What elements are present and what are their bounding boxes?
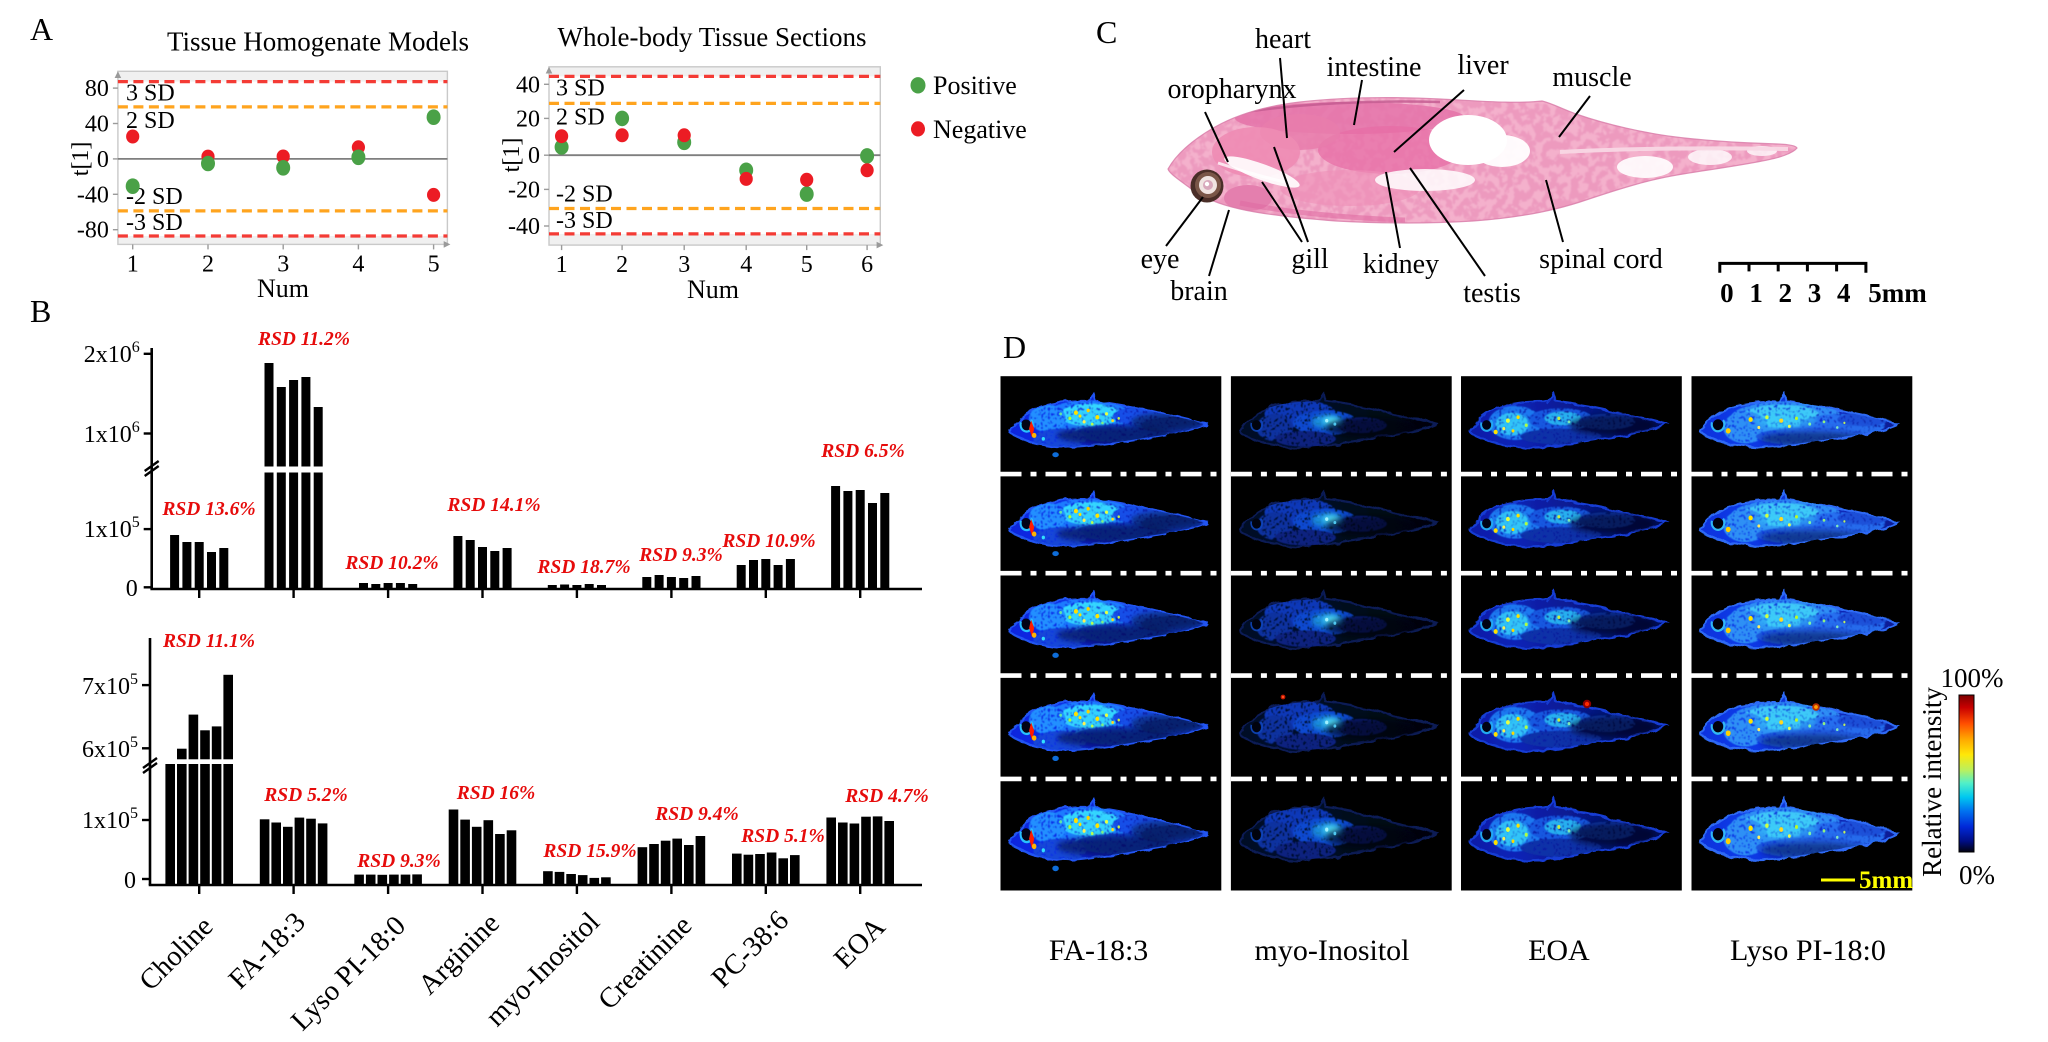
svg-text:0: 0 — [126, 576, 138, 602]
svg-text:2 SD: 2 SD — [126, 108, 175, 134]
svg-text:4: 4 — [1837, 278, 1851, 308]
svg-text:oropharynx: oropharynx — [1167, 74, 1296, 105]
svg-text:Relative intensity: Relative intensity — [1917, 687, 1947, 877]
svg-text:-3 SD: -3 SD — [126, 210, 183, 236]
svg-text:testis: testis — [1463, 278, 1521, 309]
svg-text:Whole-body Tissue Sections: Whole-body Tissue Sections — [557, 22, 866, 52]
svg-text:RSD 13.6%: RSD 13.6% — [161, 499, 255, 520]
svg-text:4: 4 — [352, 251, 364, 277]
svg-text:-3 SD: -3 SD — [556, 208, 613, 234]
svg-text:20: 20 — [516, 106, 540, 132]
svg-text:Negative: Negative — [933, 115, 1027, 144]
svg-text:Num: Num — [257, 274, 309, 303]
svg-text:0: 0 — [124, 868, 136, 894]
svg-text:D: D — [1003, 329, 1026, 365]
svg-text:5: 5 — [428, 251, 440, 277]
svg-text:Num: Num — [687, 275, 739, 304]
svg-text:RSD 9.4%: RSD 9.4% — [654, 804, 738, 825]
svg-text:RSD 5.1%: RSD 5.1% — [740, 826, 824, 847]
svg-text:Tissue Homogenate Models: Tissue Homogenate Models — [167, 26, 469, 56]
svg-text:spinal cord: spinal cord — [1539, 244, 1663, 275]
svg-text:0: 0 — [528, 143, 540, 169]
svg-text:1: 1 — [127, 251, 139, 277]
svg-text:1x105: 1x105 — [82, 805, 138, 834]
svg-text:80: 80 — [85, 76, 109, 102]
svg-text:myo-Inositol: myo-Inositol — [1255, 934, 1410, 967]
svg-text:3 SD: 3 SD — [556, 75, 605, 101]
svg-text:EOA: EOA — [1528, 934, 1590, 967]
svg-text:1x105: 1x105 — [84, 514, 140, 543]
svg-text:-20: -20 — [508, 177, 540, 203]
svg-text:heart: heart — [1255, 24, 1311, 55]
svg-text:7x105: 7x105 — [82, 671, 138, 700]
svg-text:2: 2 — [616, 252, 628, 278]
svg-text:3 SD: 3 SD — [126, 81, 175, 107]
svg-text:2x106: 2x106 — [84, 339, 140, 368]
svg-text:C: C — [1096, 14, 1117, 50]
svg-text:RSD 14.1%: RSD 14.1% — [446, 495, 540, 516]
svg-text:RSD 11.1%: RSD 11.1% — [162, 631, 255, 652]
svg-text:FA-18:3: FA-18:3 — [1049, 934, 1148, 967]
svg-text:-80: -80 — [77, 218, 109, 244]
svg-text:40: 40 — [85, 112, 109, 138]
svg-text:2: 2 — [1779, 278, 1793, 308]
svg-text:RSD 10.2%: RSD 10.2% — [344, 553, 438, 574]
svg-text:5mm: 5mm — [1859, 867, 1913, 894]
svg-text:-40: -40 — [77, 182, 109, 208]
svg-text:RSD 9.3%: RSD 9.3% — [356, 851, 440, 872]
svg-text:5mm: 5mm — [1868, 278, 1927, 308]
svg-text:1: 1 — [1749, 278, 1763, 308]
svg-text:5: 5 — [801, 252, 813, 278]
svg-text:4: 4 — [740, 252, 752, 278]
svg-text:RSD 5.2%: RSD 5.2% — [263, 785, 347, 806]
svg-text:40: 40 — [516, 72, 540, 98]
svg-text:-2 SD: -2 SD — [556, 182, 613, 208]
svg-text:brain: brain — [1170, 276, 1228, 307]
svg-text:3: 3 — [1808, 278, 1822, 308]
svg-text:A: A — [30, 11, 53, 47]
svg-text:6: 6 — [861, 252, 873, 278]
svg-text:Lyso PI-18:0: Lyso PI-18:0 — [1730, 934, 1886, 967]
svg-text:2: 2 — [202, 251, 214, 277]
svg-text:RSD 9.3%: RSD 9.3% — [638, 545, 722, 566]
svg-text:Positive: Positive — [933, 71, 1017, 100]
svg-text:liver: liver — [1457, 50, 1509, 81]
svg-text:RSD 10.9%: RSD 10.9% — [721, 531, 815, 552]
svg-text:muscle: muscle — [1552, 62, 1631, 93]
svg-text:3: 3 — [678, 252, 690, 278]
svg-text:6x105: 6x105 — [82, 734, 138, 763]
svg-text:gill: gill — [1291, 244, 1329, 275]
svg-text:-40: -40 — [508, 214, 540, 240]
svg-text:RSD 16%: RSD 16% — [456, 783, 536, 804]
svg-text:1x106: 1x106 — [84, 419, 140, 448]
svg-text:B: B — [30, 293, 51, 329]
svg-text:2 SD: 2 SD — [556, 104, 605, 130]
svg-text:RSD 15.9%: RSD 15.9% — [542, 841, 636, 862]
svg-text:RSD 18.7%: RSD 18.7% — [536, 557, 630, 578]
svg-text:RSD 4.7%: RSD 4.7% — [844, 786, 928, 807]
svg-text:3: 3 — [277, 251, 289, 277]
svg-text:t[1]: t[1] — [499, 138, 525, 173]
svg-text:100%: 100% — [1941, 663, 2004, 693]
svg-text:kidney: kidney — [1363, 249, 1439, 280]
svg-text:0: 0 — [97, 147, 109, 173]
svg-text:0%: 0% — [1959, 860, 1995, 890]
svg-text:0: 0 — [1720, 278, 1734, 308]
svg-text:intestine: intestine — [1327, 52, 1422, 83]
svg-text:RSD 11.2%: RSD 11.2% — [257, 329, 350, 350]
svg-text:RSD 6.5%: RSD 6.5% — [820, 441, 904, 462]
svg-text:eye: eye — [1141, 244, 1180, 275]
svg-text:1: 1 — [556, 252, 568, 278]
svg-text:t[1]: t[1] — [68, 142, 94, 177]
